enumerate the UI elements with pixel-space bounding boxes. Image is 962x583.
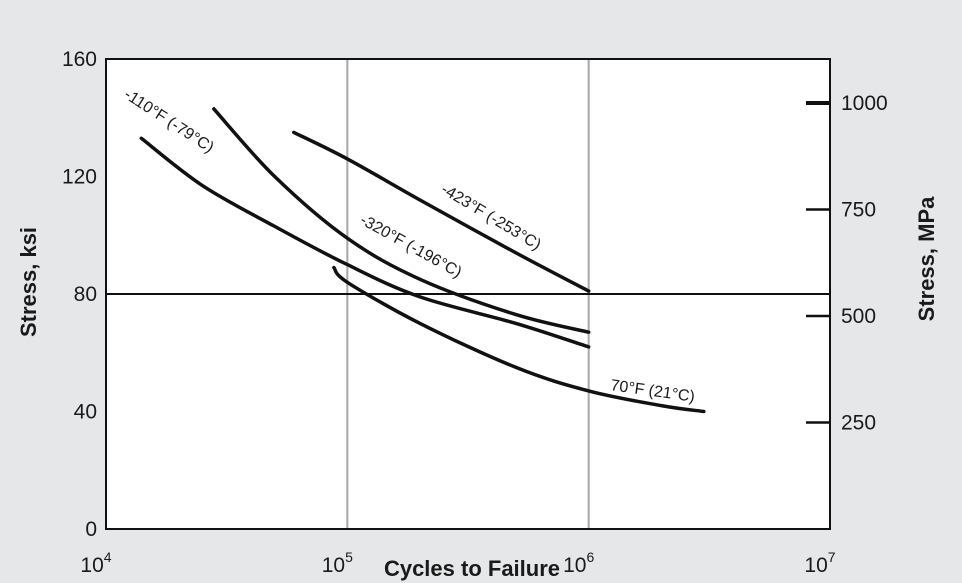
y-tick-label-0: 0 (85, 518, 97, 541)
x-tick-label-3: 107 (804, 549, 835, 577)
y-axis-title: Stress, ksi (16, 227, 41, 337)
x-tick-label-0: 104 (80, 549, 111, 577)
curves (139, 107, 706, 414)
y2-tick-label-2: 750 (841, 198, 876, 221)
plot-frame (105, 58, 831, 530)
y2-tick-label-3: 1000 (841, 92, 888, 115)
x-ticks: 104 105 106 107 (80, 549, 835, 577)
series-line-3 (332, 265, 706, 414)
series-line-2 (292, 130, 591, 293)
y2-ticks: 250 500 750 1000 (806, 92, 888, 434)
y-tick-label-2: 80 (74, 283, 97, 306)
x-tick-label-1: 105 (322, 549, 353, 577)
y-ticks: 0 40 80 120 160 (62, 48, 97, 541)
series-line-1 (212, 107, 591, 334)
y2-tick-label-0: 250 (841, 411, 876, 434)
x-axis-title: Cycles to Failure (384, 556, 560, 581)
y-tick-label-4: 160 (62, 48, 97, 71)
x-tick-label-2: 106 (563, 549, 594, 577)
y2-axis-title: Stress, MPa (914, 196, 939, 321)
y-tick-label-3: 120 (62, 166, 97, 189)
y2-tick-label-1: 500 (841, 305, 876, 328)
y-tick-label-1: 40 (74, 401, 97, 424)
series-line-0 (139, 136, 591, 349)
